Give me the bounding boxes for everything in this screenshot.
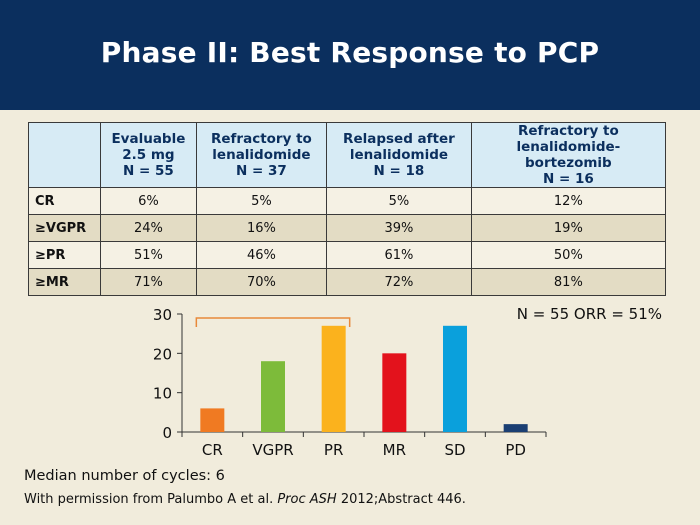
y-tick-label: 0 — [162, 424, 172, 442]
table-header-line: lenalidomide — [349, 147, 449, 163]
permission-journal: Proc ASH — [277, 492, 337, 507]
table-cell: 24% — [100, 214, 197, 242]
bar-vgpr — [261, 361, 285, 432]
table-header-cell: Refractory to lenalidomide-bortezomib N = … — [470, 122, 667, 188]
y-tick-label: 30 — [153, 306, 172, 324]
table-header-line: Evaluable — [111, 131, 186, 147]
y-tick-label: 10 — [153, 385, 172, 403]
table-header-cell: Refractory to lenalidomide N = 37 — [195, 122, 328, 188]
table-row-label: ≥MR — [27, 268, 102, 296]
title-bar: Phase II: Best Response to PCP — [0, 0, 700, 110]
response-table: Evaluable 2.5 mg N = 55 Refractory to lenali… — [27, 122, 667, 296]
table-cell: 16% — [195, 214, 328, 242]
bar-mr — [382, 353, 407, 432]
table-header-line: Refractory to — [517, 123, 619, 139]
table-row-label: CR — [27, 187, 102, 215]
bar-pd — [503, 424, 528, 432]
table-header-line: N = 18 — [373, 163, 425, 179]
bar-pr — [321, 325, 346, 432]
table-header-row: Evaluable 2.5 mg N = 55 Refractory to lenali… — [27, 122, 667, 188]
orr-bracket — [195, 317, 351, 327]
orr-annotation: N = 55 ORR = 51% — [517, 305, 662, 323]
table-header-line: Refractory to — [211, 131, 312, 147]
table-cell: 5% — [195, 187, 328, 215]
median-cycles-note: Median number of cycles: 6 — [24, 468, 225, 484]
table-body: CR 6% 5% 5% 12% ≥VGPR 24% 16% 39% 19% ≥PR 51% 46% 61%… — [27, 187, 667, 296]
table-cell: 70% — [195, 268, 328, 296]
bar-cr — [200, 408, 225, 432]
table-cell: 51% — [100, 241, 197, 269]
table-header-line: N = 55 — [123, 163, 174, 179]
table-row-label: ≥PR — [27, 241, 102, 269]
table-cell: 72% — [326, 268, 472, 296]
table-header-cell — [27, 122, 102, 188]
x-tick-label: PD — [505, 441, 526, 459]
table-cell: 46% — [195, 241, 328, 269]
table-header-line: lenalidomide — [212, 147, 311, 163]
table-cell: 50% — [470, 241, 667, 269]
table-header-cell: Evaluable 2.5 mg N = 55 — [100, 122, 197, 188]
slide-title: Phase II: Best Response to PCP — [100, 36, 600, 69]
table-cell: 39% — [326, 214, 472, 242]
x-tick-label: PR — [324, 441, 343, 459]
table-cell: 61% — [326, 241, 472, 269]
y-tick-label: 20 — [153, 345, 172, 363]
permission-prefix: With permission from Palumbo A et al. — [24, 492, 278, 507]
table-header-cell: Relapsed after lenalidomide N = 18 — [326, 122, 472, 188]
permission-note: With permission from Palumbo A et al. Pr… — [24, 492, 466, 507]
x-tick-label: MR — [383, 441, 406, 459]
x-tick-label: VGPR — [252, 441, 293, 459]
table-cell: 81% — [470, 268, 667, 296]
table-header-line: Relapsed after — [343, 131, 455, 147]
table-row: ≥VGPR 24% 16% 39% 19% — [27, 214, 667, 242]
table-cell: 19% — [470, 214, 667, 242]
bar-sd — [443, 325, 467, 432]
table-header-line: N = 37 — [236, 163, 287, 179]
table-row: ≥MR 71% 70% 72% 81% — [27, 268, 667, 296]
permission-suffix: 2012;Abstract 446. — [336, 492, 466, 507]
table-cell: 5% — [326, 187, 472, 215]
x-tick-label: CR — [202, 441, 223, 459]
table-header-line: N = 16 — [542, 171, 594, 187]
table-cell: 12% — [470, 187, 667, 215]
table-row-label: ≥VGPR — [27, 214, 102, 242]
table-header-line: lenalidomide-bortezomib — [516, 139, 621, 171]
table-cell: 71% — [100, 268, 197, 296]
table-row: ≥PR 51% 46% 61% 50% — [27, 241, 667, 269]
table-header-line: 2.5 mg — [122, 147, 175, 163]
response-bar-chart: 0 10 20 30 CR VGPR PR MR SD PD N = 55 ORR = 51% — [153, 305, 662, 459]
table-cell: 6% — [100, 187, 197, 215]
x-tick-label: SD — [444, 441, 465, 459]
table-row: CR 6% 5% 5% 12% — [27, 187, 667, 215]
